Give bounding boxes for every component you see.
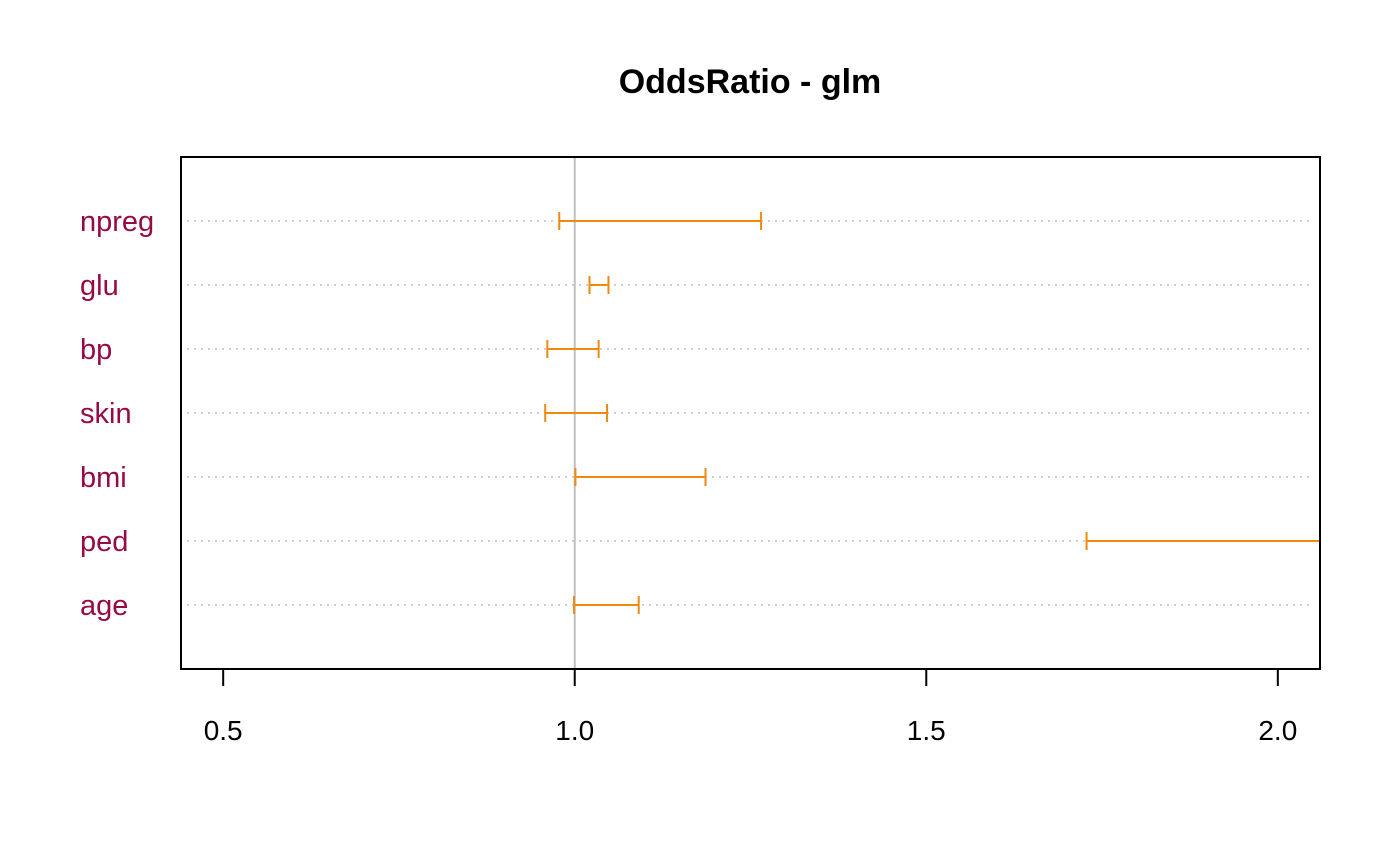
plot-frame xyxy=(180,156,1321,670)
x-axis: 0.5 1.0 1.5 2.0 xyxy=(204,669,1297,746)
interval-skin xyxy=(544,404,609,422)
interval-bp xyxy=(546,340,600,358)
category-label-npreg: npreg xyxy=(80,206,154,238)
category-label-bp: bp xyxy=(80,334,112,366)
chart-title: OddsRatio - glm xyxy=(619,63,882,101)
interval-glu xyxy=(588,276,610,294)
x-tick-label-1.0: 1.0 xyxy=(555,715,594,746)
x-tick-label-1.5: 1.5 xyxy=(907,715,946,746)
category-labels: npreg glu bp skin bmi ped age xyxy=(80,206,154,622)
category-label-ped: ped xyxy=(80,526,128,558)
x-tick-label-0.5: 0.5 xyxy=(204,715,243,746)
x-tick-label-2.0: 2.0 xyxy=(1258,715,1297,746)
grid-layer xyxy=(187,220,1314,606)
category-label-age: age xyxy=(80,590,128,622)
interval-age xyxy=(573,596,640,614)
category-label-skin: skin xyxy=(80,398,132,430)
interval-layer xyxy=(544,212,1320,614)
category-label-glu: glu xyxy=(80,270,119,302)
interval-bmi xyxy=(574,468,707,486)
interval-ped xyxy=(1085,532,1320,550)
category-label-bmi: bmi xyxy=(80,462,127,494)
interval-npreg xyxy=(558,212,763,230)
